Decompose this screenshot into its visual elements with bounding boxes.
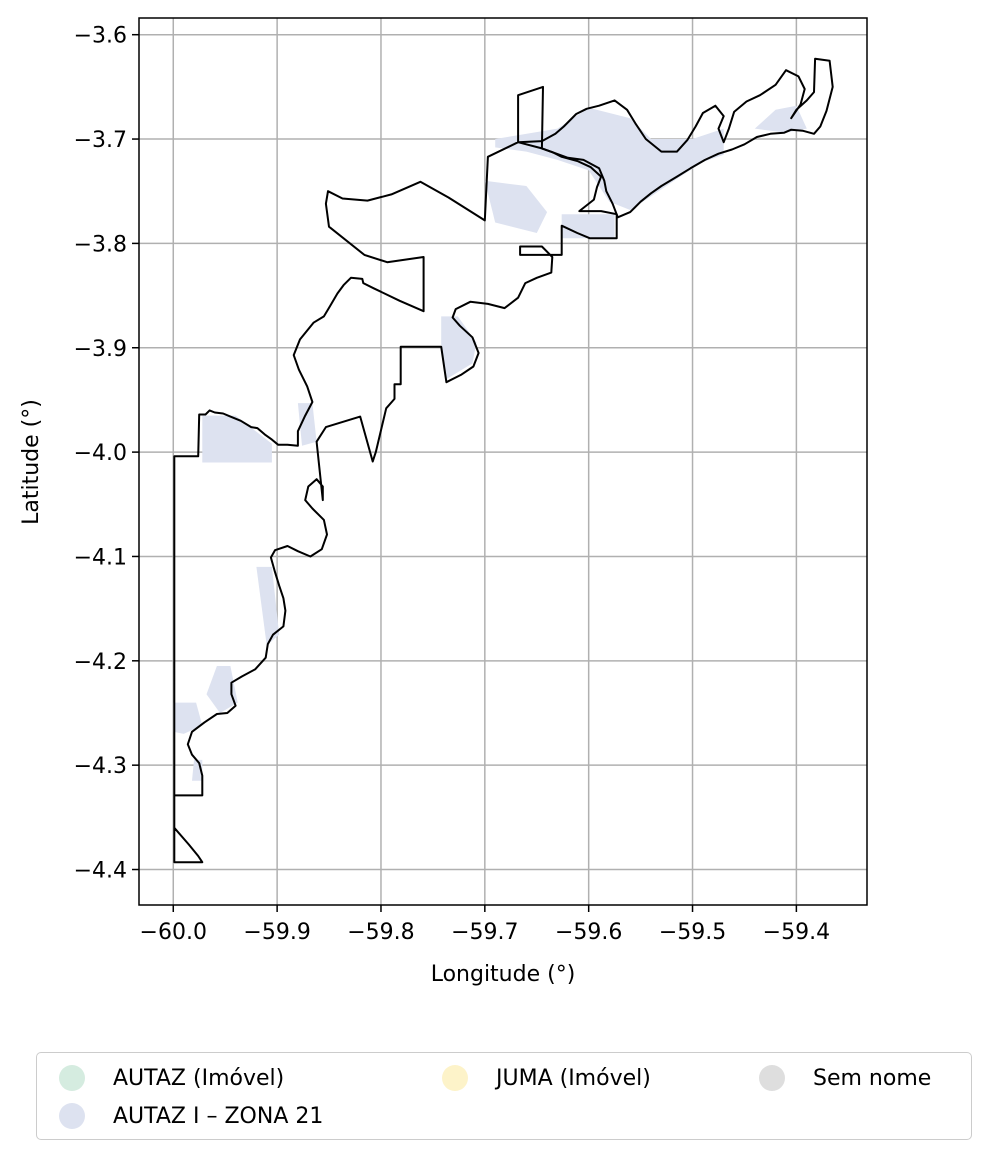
x-tick-label: −59.9 — [243, 920, 310, 945]
y-axis-label: Latitude (°) — [19, 399, 44, 525]
y-tick-label: −4.2 — [74, 650, 127, 675]
x-axis-label: Longitude (°) — [431, 962, 576, 987]
legend-marker-icon — [442, 1065, 468, 1091]
property-area — [202, 415, 272, 463]
y-tick-label: −3.9 — [74, 337, 127, 362]
y-tick-label: −4.0 — [74, 441, 127, 466]
x-tick-label: −60.0 — [140, 920, 207, 945]
boundary-outline-northeast — [517, 57, 834, 219]
property-area — [256, 566, 280, 646]
property-area — [495, 107, 724, 210]
x-tick-label: −59.6 — [555, 920, 622, 945]
property-area — [561, 214, 615, 239]
legend-marker-icon — [59, 1103, 85, 1129]
legend-item-autaz-i-zona-21: AUTAZ I – ZONA 21 — [59, 1099, 323, 1133]
property-area — [754, 105, 807, 133]
legend-item-autaz-imovel: AUTAZ (Imóvel) — [59, 1061, 284, 1095]
legend: AUTAZ (Imóvel) AUTAZ I – ZONA 21 JUMA (I… — [36, 1052, 972, 1140]
plot-frame — [138, 17, 868, 906]
x-tick-label: −59.8 — [347, 920, 414, 945]
municipality-boundary — [173, 57, 834, 864]
property-areas — [173, 105, 807, 781]
property-area — [484, 180, 548, 233]
property-area — [206, 666, 238, 713]
boundary-outline — [173, 85, 618, 864]
x-tick-label: −59.7 — [451, 920, 518, 945]
y-tick-label: −3.7 — [74, 128, 127, 153]
legend-item-juma-imovel: JUMA (Imóvel) — [442, 1061, 651, 1095]
x-axis-ticks: −60.0 −59.9 −59.8 −59.7 −59.6 −59.5 −59.4 — [140, 905, 830, 945]
y-tick-label: −4.3 — [74, 754, 127, 779]
legend-label: JUMA (Imóvel) — [496, 1065, 651, 1091]
legend-marker-icon — [759, 1065, 785, 1091]
legend-label: Sem nome — [813, 1065, 932, 1091]
y-axis-ticks: −3.6 −3.7 −3.8 −3.9 −4.0 −4.1 −4.2 −4.3 −4.4 — [74, 24, 139, 884]
legend-marker-icon — [59, 1065, 85, 1091]
property-area — [297, 403, 317, 446]
legend-label: AUTAZ I – ZONA 21 — [113, 1103, 324, 1129]
y-tick-label: −3.8 — [74, 232, 127, 257]
legend-label: AUTAZ (Imóvel) — [113, 1065, 285, 1091]
y-tick-label: −3.6 — [74, 24, 127, 49]
x-tick-label: −59.4 — [763, 920, 830, 945]
y-tick-label: −4.1 — [74, 545, 127, 570]
legend-item-sem-nome: Sem nome — [759, 1061, 931, 1095]
x-tick-label: −59.5 — [659, 920, 726, 945]
property-area — [173, 702, 203, 734]
y-tick-label: −4.4 — [74, 859, 127, 884]
